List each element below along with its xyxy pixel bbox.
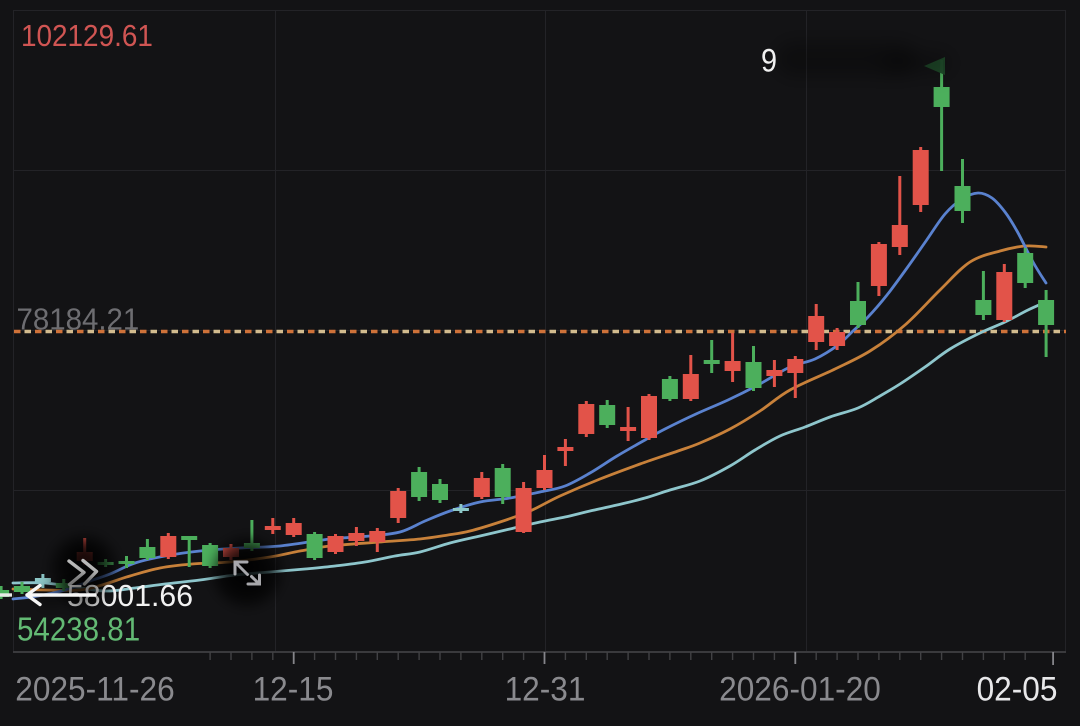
svg-text:9: 9 — [761, 43, 777, 79]
svg-text:02-05: 02-05 — [977, 669, 1058, 707]
svg-text:78184.21: 78184.21 — [17, 303, 140, 337]
svg-text:2025-11-26: 2025-11-26 — [15, 669, 174, 707]
svg-text:102129.61: 102129.61 — [21, 19, 153, 54]
svg-text:12-31: 12-31 — [505, 669, 586, 707]
svg-text:2026-01-20: 2026-01-20 — [719, 669, 881, 707]
svg-text:54238.81: 54238.81 — [17, 611, 140, 648]
svg-text:12-15: 12-15 — [253, 669, 334, 707]
